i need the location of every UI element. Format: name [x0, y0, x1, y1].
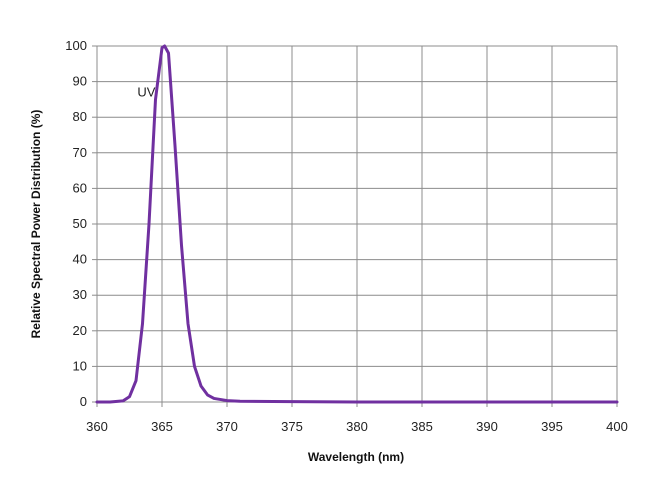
x-tick-label: 375 — [281, 419, 303, 434]
x-tick-label: 370 — [216, 419, 238, 434]
y-tick-labels: 0 10 20 30 40 50 60 70 80 90 100 — [65, 38, 87, 409]
y-tick-label: 80 — [73, 109, 87, 124]
series — [95, 44, 619, 404]
y-tick-label: 100 — [65, 38, 87, 53]
y-tick-label: 40 — [73, 252, 87, 267]
y-tick-label: 90 — [73, 74, 87, 89]
y-tick-label: 10 — [73, 358, 87, 373]
y-axis-title: Relative Spectral Power Distribution (%) — [29, 110, 43, 339]
x-tick-label: 385 — [411, 419, 433, 434]
x-axis-title: Wavelength (nm) — [308, 450, 404, 464]
y-tick-label: 0 — [80, 394, 87, 409]
y-tick-label: 20 — [73, 323, 87, 338]
y-tick-label: 30 — [73, 287, 87, 302]
x-tick-label: 365 — [151, 419, 173, 434]
annotation-label: UV — [137, 84, 155, 99]
annotations: UV — [137, 84, 155, 99]
x-tick-label: 400 — [606, 419, 628, 434]
x-tick-label: 380 — [346, 419, 368, 434]
x-tick-labels: 360 365 370 375 380 385 390 395 400 — [86, 419, 628, 434]
x-tick-label: 390 — [476, 419, 498, 434]
series-line — [95, 44, 619, 404]
x-tick-label: 395 — [541, 419, 563, 434]
grid — [97, 45, 618, 402]
x-tick-label: 360 — [86, 419, 108, 434]
y-tick-label: 60 — [73, 180, 87, 195]
y-tick-label: 70 — [73, 145, 87, 160]
y-tick-label: 50 — [73, 216, 87, 231]
